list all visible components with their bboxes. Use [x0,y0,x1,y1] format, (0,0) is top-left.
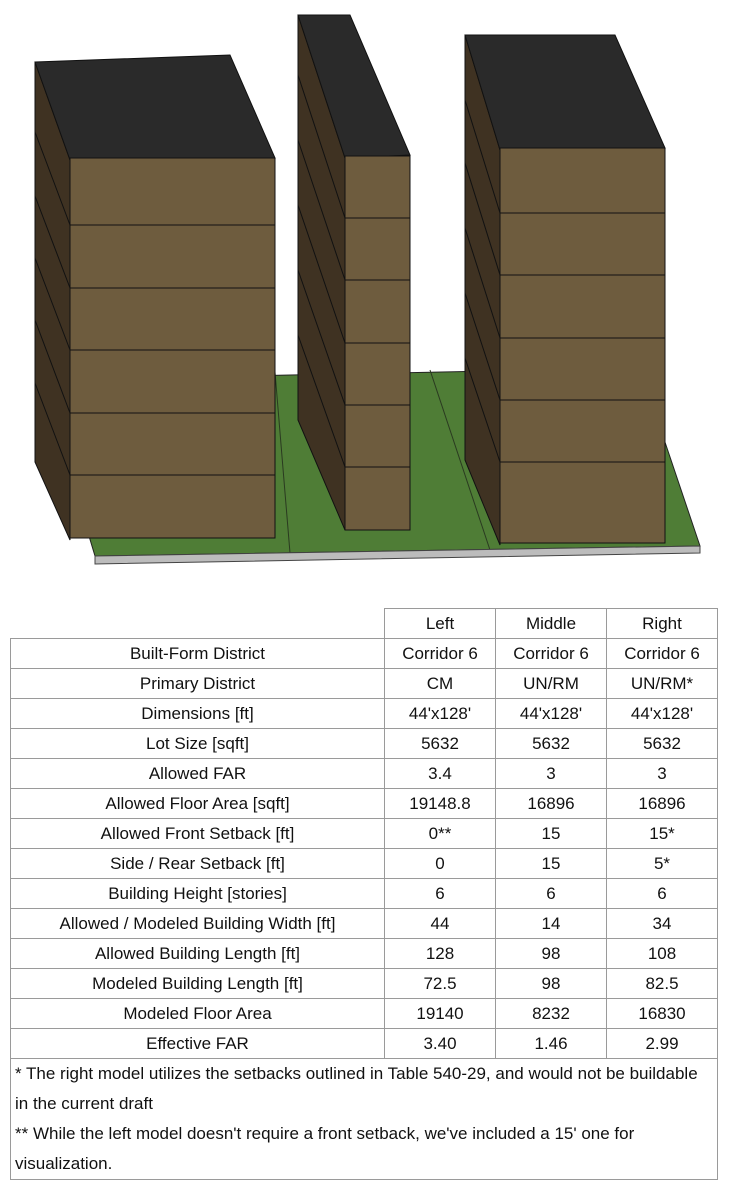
cell-value: 44'x128' [384,698,496,729]
cell-value: 98 [495,938,607,969]
table-row: Side / Rear Setback [ft] 0 15 5* [10,848,718,879]
cell-value: 128 [384,938,496,969]
footnote: ** While the left model doesn't require … [15,1124,635,1173]
table-row: Allowed Front Setback [ft] 0** 15 15* [10,818,718,849]
sidewalk [94,545,701,565]
cell-value: UN/RM* [606,668,718,699]
cell-value: 3 [606,758,718,789]
footnotes: * The right model utilizes the setbacks … [10,1058,718,1180]
data-table: Left Middle Right Built-Form District Corrid… [10,608,718,1180]
table-row: Allowed FAR 3.4 3 3 [10,758,718,789]
cell-value: 8232 [495,998,607,1029]
row-label: Allowed / Modeled Building Width [ft] [10,908,385,939]
cell-value: 15 [495,848,607,879]
cell-value: UN/RM [495,668,607,699]
table-row: Modeled Building Length [ft] 72.5 98 82.5 [10,968,718,999]
cell-value: 34 [606,908,718,939]
cell-value: 0** [384,818,496,849]
table-row: Building Height [stories] 6 6 6 [10,878,718,909]
column-header: Left [384,608,496,639]
cell-value: 19140 [384,998,496,1029]
table-row: Left Middle Right [10,608,718,639]
table-row: Allowed Floor Area [sqft] 19148.8 16896 168… [10,788,718,819]
middle-building [297,14,411,531]
row-label: Lot Size [sqft] [10,728,385,759]
row-label: Primary District [10,668,385,699]
lot-line [429,369,491,551]
cell-value: Corridor 6 [606,638,718,669]
lot-line [274,371,291,554]
table-row: Lot Size [sqft] 5632 5632 5632 [10,728,718,759]
row-label: Building Height [stories] [10,878,385,909]
row-label: Effective FAR [10,1028,385,1059]
building-render [34,14,701,565]
cell-value: 16830 [606,998,718,1029]
row-label: Allowed Front Setback [ft] [10,818,385,849]
cell-value: 3 [495,758,607,789]
row-label: Modeled Floor Area [10,998,385,1029]
cell-value: 16896 [495,788,607,819]
row-label: Allowed Floor Area [sqft] [10,788,385,819]
cell-value: 16896 [606,788,718,819]
cell-value: 6 [606,878,718,909]
cell-value: 6 [495,878,607,909]
cell-value: 82.5 [606,968,718,999]
table-row: Modeled Floor Area 19140 8232 16830 [10,998,718,1029]
cell-value: 15* [606,818,718,849]
table-row: Allowed / Modeled Building Width [ft] 44 1… [10,908,718,939]
row-label: Dimensions [ft] [10,698,385,729]
row-label: Allowed FAR [10,758,385,789]
row-label: Built-Form District [10,638,385,669]
table-row: Allowed Building Length [ft] 128 98 108 [10,938,718,969]
left-building [34,54,276,541]
table-row: Dimensions [ft] 44'x128' 44'x128' 44'x128' [10,698,718,729]
cell-value: 19148.8 [384,788,496,819]
cell-value: Corridor 6 [384,638,496,669]
table-row: Effective FAR 3.40 1.46 2.99 [10,1028,718,1059]
cell-value: 0 [384,848,496,879]
cell-value: 44'x128' [495,698,607,729]
cell-value: 5632 [384,728,496,759]
cell-value: 3.40 [384,1028,496,1059]
cell-value: 3.4 [384,758,496,789]
cell-value: 108 [606,938,718,969]
cell-value: 44 [384,908,496,939]
cell-value: 15 [495,818,607,849]
table-row: * The right model utilizes the setbacks … [10,1058,718,1180]
cell-value: Corridor 6 [495,638,607,669]
cell-value: CM [384,668,496,699]
row-label: Modeled Building Length [ft] [10,968,385,999]
cell-value: 5* [606,848,718,879]
row-label: Side / Rear Setback [ft] [10,848,385,879]
cell-value: 44'x128' [606,698,718,729]
cell-value: 5632 [606,728,718,759]
footnote: * The right model utilizes the setbacks … [15,1064,698,1113]
cell-value: 2.99 [606,1028,718,1059]
table-row: Primary District CM UN/RM UN/RM* [10,668,718,699]
row-label: Allowed Building Length [ft] [10,938,385,969]
cell-value: 5632 [495,728,607,759]
cell-value: 98 [495,968,607,999]
cell-value: 1.46 [495,1028,607,1059]
cell-value: 14 [495,908,607,939]
header-blank [10,608,385,639]
right-building [464,34,666,546]
column-header: Right [606,608,718,639]
cell-value: 6 [384,878,496,909]
cell-value: 72.5 [384,968,496,999]
column-header: Middle [495,608,607,639]
